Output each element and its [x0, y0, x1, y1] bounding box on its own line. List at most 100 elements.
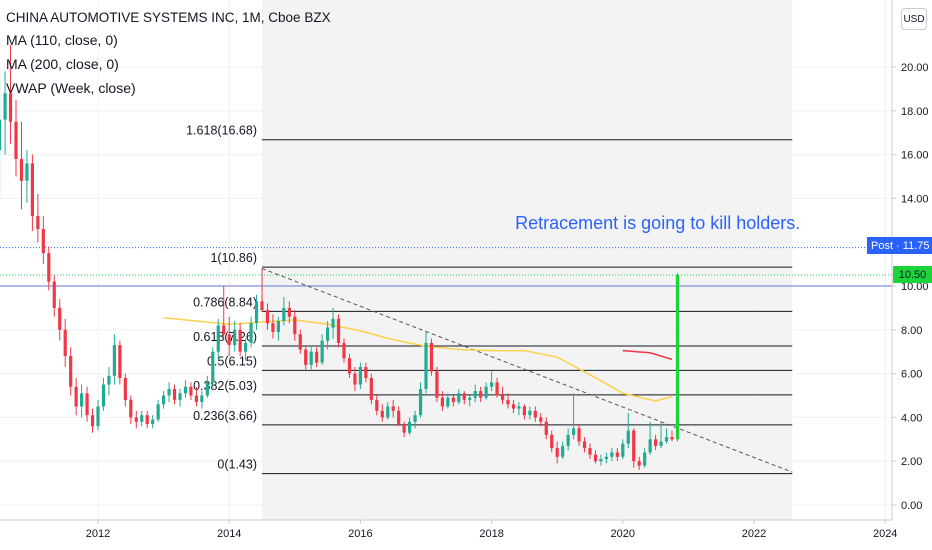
candle-body	[555, 448, 559, 457]
candle-body	[511, 404, 516, 409]
candle-body	[293, 316, 297, 335]
candle	[123, 373, 127, 407]
candle	[561, 441, 565, 460]
candle-body	[364, 367, 368, 378]
candle-body	[260, 301, 264, 311]
candle	[539, 413, 543, 427]
candle	[550, 430, 554, 453]
candle-body	[315, 351, 319, 363]
candle-body	[85, 393, 89, 416]
candle	[451, 395, 455, 407]
candle	[172, 384, 177, 405]
y-tick-label: 18.00	[901, 106, 929, 118]
x-tick-label: 2020	[611, 528, 635, 540]
candle	[479, 386, 483, 403]
candle-body	[424, 342, 428, 389]
candle-body	[282, 307, 286, 322]
candle	[254, 294, 259, 330]
fib-level-label: 0(1.43)	[217, 458, 257, 472]
candle-body	[227, 334, 231, 346]
candle-body	[446, 397, 450, 407]
candle	[271, 314, 275, 339]
fib-level-label: 0.236(3.66)	[193, 409, 257, 423]
fib-level-label: 0.382(5.03)	[193, 379, 257, 393]
candle	[69, 347, 73, 396]
candle	[85, 386, 89, 422]
candle	[156, 399, 160, 422]
candle	[233, 321, 237, 352]
candle-body	[626, 430, 630, 444]
candle-body	[254, 301, 259, 324]
candle	[654, 434, 658, 451]
candle	[189, 382, 193, 400]
x-tick-label: 2018	[479, 528, 503, 540]
candle	[446, 393, 450, 409]
candle-body	[265, 310, 270, 324]
y-tick-label: 8.00	[901, 325, 922, 337]
candle	[211, 347, 215, 387]
candle	[41, 215, 45, 265]
indicator-ma200[interactable]: MA (200, close, 0)	[6, 56, 119, 72]
candle-body	[331, 318, 335, 328]
candle	[615, 448, 619, 462]
candle-body	[468, 397, 472, 400]
candle-body	[189, 386, 193, 396]
candle-body	[659, 441, 663, 446]
candle-body	[0, 119, 2, 151]
candle-body	[402, 423, 406, 433]
candle-body	[3, 93, 7, 120]
candle	[0, 77, 2, 199]
candle	[200, 391, 204, 409]
candle	[347, 353, 352, 378]
candle	[572, 393, 576, 440]
candle-body	[178, 393, 182, 400]
candle	[287, 301, 291, 324]
trendline	[261, 268, 793, 473]
candle-body	[320, 340, 324, 363]
candle	[637, 456, 641, 470]
candle-body	[156, 404, 160, 420]
candle-body	[462, 393, 466, 400]
candle-body	[675, 275, 680, 440]
candle-body	[484, 386, 488, 398]
candle	[265, 303, 270, 330]
candle	[342, 338, 346, 363]
candle	[260, 268, 264, 313]
currency-button[interactable]: USD	[901, 8, 927, 30]
candle-body	[183, 386, 188, 394]
candle-body	[621, 443, 625, 457]
indicator-ma110[interactable]: MA (110, close, 0)	[6, 32, 118, 48]
candle	[397, 406, 401, 427]
candle	[19, 121, 24, 210]
candle	[36, 194, 40, 243]
current-price-tag: 10.50	[893, 266, 932, 283]
candle-body	[140, 415, 144, 422]
candle	[178, 388, 182, 407]
candle	[517, 402, 521, 416]
candle-body	[473, 391, 477, 398]
candle-body	[391, 406, 395, 411]
candles	[0, 45, 680, 470]
candle	[495, 377, 499, 398]
candle	[457, 388, 461, 405]
candle-body	[566, 434, 570, 446]
candle-body	[358, 367, 362, 385]
candle-body	[118, 345, 122, 378]
candle-body	[19, 158, 24, 181]
symbol-title: CHINA AUTOMOTIVE SYSTEMS INC, 1M, Cboe B…	[6, 10, 331, 25]
indicator-vwap[interactable]: VWAP (Week, close)	[6, 80, 136, 96]
candle	[386, 402, 390, 420]
candle-body	[369, 377, 373, 400]
candle-body	[304, 349, 308, 365]
candle	[593, 450, 598, 464]
candle	[353, 367, 357, 392]
candle	[566, 428, 570, 451]
y-tick-label: 6.00	[901, 369, 922, 381]
candle	[588, 443, 592, 460]
x-tick-label: 2022	[742, 528, 766, 540]
candle	[298, 329, 302, 354]
candle-body	[194, 395, 198, 403]
ma110-line	[622, 349, 673, 361]
candle-body	[36, 215, 40, 230]
